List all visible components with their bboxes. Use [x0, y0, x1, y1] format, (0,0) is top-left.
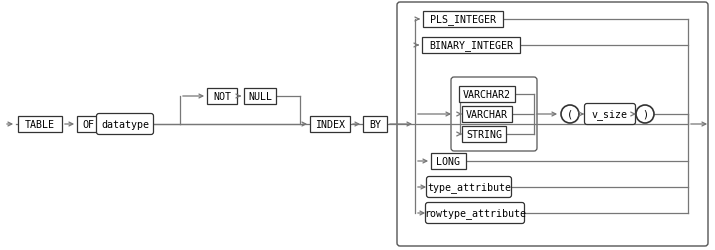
Text: TABLE: TABLE — [25, 120, 55, 130]
FancyBboxPatch shape — [422, 38, 520, 54]
FancyBboxPatch shape — [451, 78, 537, 152]
Text: STRING: STRING — [466, 130, 502, 140]
FancyBboxPatch shape — [244, 89, 276, 104]
Text: rowtype_attribute: rowtype_attribute — [424, 208, 526, 218]
Text: (: ( — [567, 110, 573, 120]
Ellipse shape — [561, 106, 579, 124]
Text: VARCHAR: VARCHAR — [466, 110, 508, 120]
Text: VARCHAR2: VARCHAR2 — [463, 90, 511, 100]
Text: BINARY_INTEGER: BINARY_INTEGER — [429, 40, 513, 51]
FancyBboxPatch shape — [430, 154, 465, 169]
FancyBboxPatch shape — [459, 87, 515, 102]
FancyBboxPatch shape — [462, 126, 506, 142]
FancyBboxPatch shape — [363, 116, 387, 132]
Text: type_attribute: type_attribute — [427, 182, 511, 193]
Text: OF: OF — [82, 120, 94, 130]
Text: NOT: NOT — [213, 92, 231, 102]
FancyBboxPatch shape — [397, 3, 708, 246]
Text: NULL: NULL — [248, 92, 272, 102]
FancyBboxPatch shape — [427, 177, 511, 198]
FancyBboxPatch shape — [97, 114, 154, 135]
FancyBboxPatch shape — [18, 116, 62, 132]
Text: BY: BY — [369, 120, 381, 130]
Text: v_size: v_size — [592, 109, 628, 120]
Text: datatype: datatype — [101, 120, 149, 130]
Text: PLS_INTEGER: PLS_INTEGER — [430, 14, 496, 25]
FancyBboxPatch shape — [207, 89, 237, 104]
Text: ): ) — [642, 110, 648, 120]
FancyBboxPatch shape — [584, 104, 636, 125]
Text: LONG: LONG — [436, 156, 460, 166]
FancyBboxPatch shape — [310, 116, 350, 132]
FancyBboxPatch shape — [77, 116, 99, 132]
FancyBboxPatch shape — [423, 12, 503, 28]
FancyBboxPatch shape — [462, 106, 512, 122]
Text: INDEX: INDEX — [315, 120, 345, 130]
FancyBboxPatch shape — [425, 203, 525, 224]
Ellipse shape — [636, 106, 654, 124]
